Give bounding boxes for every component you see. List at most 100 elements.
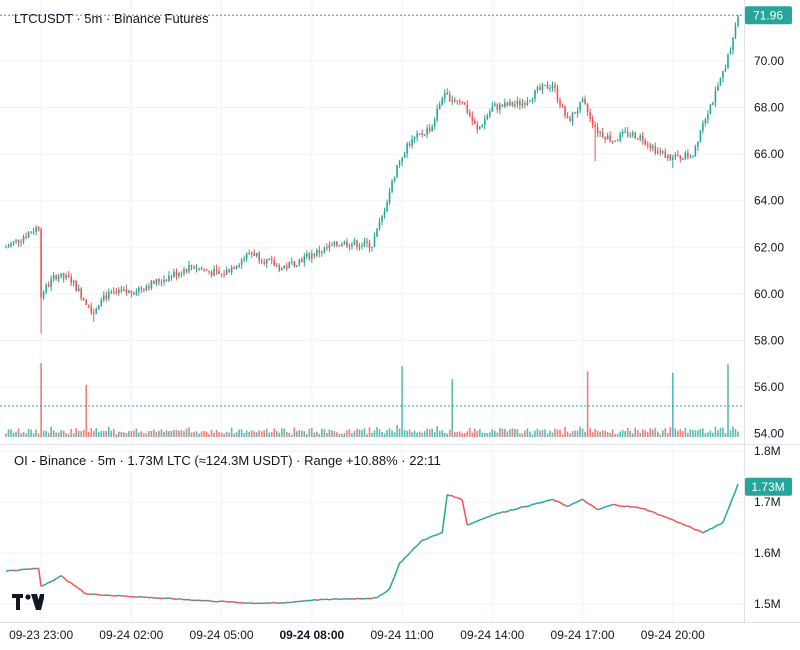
candle-body bbox=[511, 101, 514, 106]
oi-line-segment bbox=[562, 503, 566, 507]
oi-pane-title: OI - Binance · 5m · 1.73M LTC (≈124.3M U… bbox=[14, 453, 441, 468]
candle-body bbox=[574, 112, 576, 114]
candle-body bbox=[639, 135, 642, 140]
volume-bar bbox=[722, 427, 724, 437]
volume-bar bbox=[544, 429, 546, 437]
oi-line-segment bbox=[386, 588, 391, 592]
candle-body bbox=[456, 100, 459, 102]
oi-line-segment bbox=[376, 595, 381, 599]
candle-body bbox=[458, 101, 461, 103]
volume-bar bbox=[208, 434, 210, 437]
volume-bar bbox=[358, 429, 361, 437]
candle-body bbox=[20, 241, 22, 243]
candle-body bbox=[210, 271, 213, 276]
volume-bar bbox=[709, 430, 712, 437]
oi-line-segment bbox=[665, 516, 669, 519]
candle-body bbox=[193, 266, 195, 269]
candle-body bbox=[195, 268, 198, 270]
volume-bar bbox=[391, 430, 393, 437]
candle-body bbox=[599, 132, 601, 134]
volume-bar bbox=[403, 430, 406, 437]
oi-line-segment bbox=[592, 505, 596, 509]
oi-line-segment bbox=[43, 583, 47, 586]
candle-body bbox=[722, 71, 724, 79]
volume-bar bbox=[7, 429, 10, 437]
candle-body bbox=[727, 53, 729, 69]
candle-body bbox=[72, 280, 75, 283]
candle-body bbox=[308, 253, 311, 259]
candle-body bbox=[611, 141, 614, 143]
candle-body bbox=[331, 244, 333, 246]
volume-bar bbox=[596, 430, 599, 437]
volume-bar bbox=[546, 433, 549, 437]
oi-line-segment bbox=[494, 512, 498, 516]
oi-line-segment bbox=[208, 599, 212, 603]
volume-bar bbox=[47, 432, 50, 437]
candle-body bbox=[529, 100, 531, 102]
candle-body bbox=[534, 90, 536, 100]
candle-body bbox=[579, 102, 581, 111]
volume-bar bbox=[67, 434, 70, 437]
candle-body bbox=[273, 260, 276, 266]
volume-bar bbox=[679, 428, 682, 437]
candle-body bbox=[190, 265, 193, 267]
oi-line-segment bbox=[404, 555, 408, 559]
candle-body bbox=[47, 284, 50, 287]
volume-bar bbox=[306, 434, 308, 437]
price-tick-label: 54.00 bbox=[754, 427, 784, 441]
candle-body bbox=[145, 286, 148, 291]
candle-body bbox=[569, 118, 571, 122]
volume-bar bbox=[50, 426, 52, 437]
volume-bar bbox=[175, 429, 178, 437]
oi-line-segment bbox=[411, 547, 416, 551]
volume-bar bbox=[634, 427, 637, 437]
volume-bar bbox=[516, 429, 519, 437]
volume-bar bbox=[45, 430, 47, 437]
candle-body bbox=[646, 144, 649, 146]
candle-body bbox=[326, 247, 328, 249]
volume-bar bbox=[689, 429, 692, 437]
candle-body bbox=[476, 124, 479, 130]
volume-bar bbox=[32, 433, 35, 437]
tradingview-logo-icon[interactable] bbox=[12, 594, 44, 612]
volume-bar bbox=[684, 427, 687, 437]
volume-bar bbox=[368, 427, 371, 437]
oi-line-segment bbox=[609, 503, 613, 507]
candle-body bbox=[719, 78, 722, 86]
volume-bar bbox=[348, 429, 351, 437]
volume-bar bbox=[295, 431, 298, 437]
candle-body bbox=[433, 120, 436, 127]
oi-line-segment bbox=[65, 579, 70, 583]
candle-body bbox=[724, 68, 727, 72]
oi-line-segment bbox=[732, 490, 737, 498]
candle-body bbox=[641, 135, 644, 141]
candle-body bbox=[554, 85, 556, 88]
candle-body bbox=[343, 241, 346, 245]
oi-line-segment bbox=[672, 519, 676, 522]
volume-bar bbox=[511, 428, 514, 437]
oi-line-segment bbox=[326, 598, 330, 601]
volume-bar bbox=[258, 430, 260, 437]
candle-body bbox=[150, 280, 153, 289]
volume-bar bbox=[426, 428, 428, 437]
candle-body bbox=[478, 126, 481, 130]
candle-body bbox=[50, 279, 52, 287]
x-tick-label: 09-24 08:00 bbox=[279, 628, 344, 642]
oi-line-segment bbox=[644, 508, 649, 512]
candle-body bbox=[559, 99, 561, 106]
volume-bar bbox=[148, 431, 150, 437]
volume-bar bbox=[30, 429, 32, 437]
oi-line-segment bbox=[464, 512, 468, 526]
oi-line-segment bbox=[329, 598, 333, 601]
volume-bar bbox=[92, 430, 95, 437]
volume-bar bbox=[135, 428, 138, 437]
candle-body bbox=[649, 144, 652, 149]
oi-line-segment bbox=[60, 575, 65, 579]
candle-body bbox=[263, 262, 266, 264]
candle-body bbox=[163, 279, 165, 283]
oi-line-segment bbox=[715, 524, 719, 527]
candle-body bbox=[451, 99, 454, 102]
volume-bar bbox=[110, 430, 113, 437]
candle-body bbox=[293, 261, 296, 267]
